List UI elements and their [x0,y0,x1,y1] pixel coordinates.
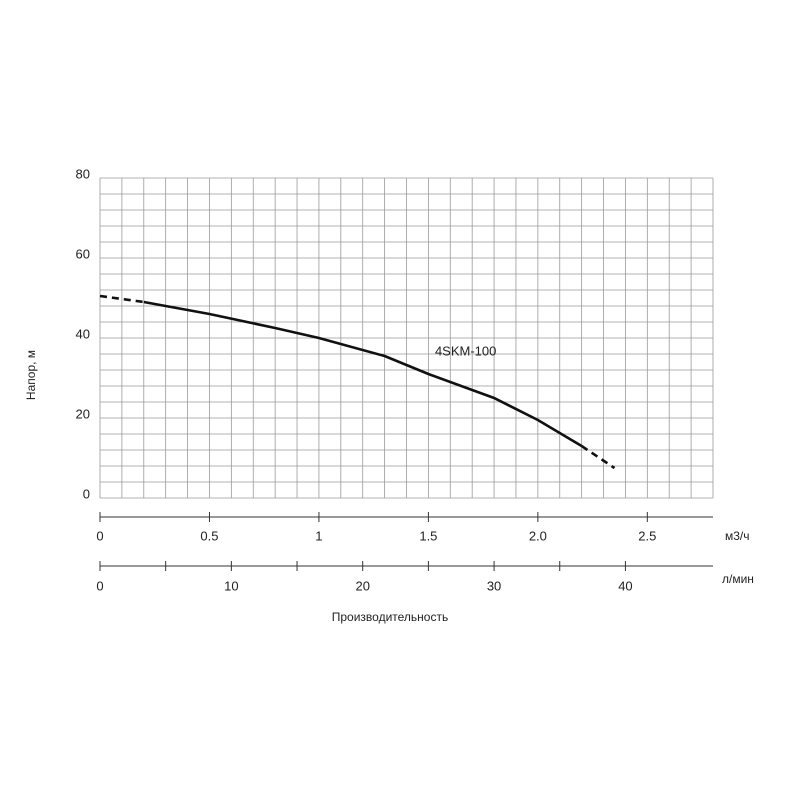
y-tick-label: 20 [76,406,90,421]
x-tick-label: 0.5 [200,528,218,543]
curve [580,444,616,470]
x-tick-label: 0 [96,528,103,543]
x2-tick-label: 20 [355,578,369,593]
x-tick-label: 2.0 [529,528,547,543]
y-tick-label: 80 [76,166,90,181]
y-tick-label: 0 [83,486,90,501]
x-tick-label: 1.5 [419,528,437,543]
x-tick-label: 2.5 [638,528,656,543]
x2-tick-label: 30 [487,578,501,593]
x2-tick-label: 0 [96,578,103,593]
x2-tick-label: 40 [618,578,632,593]
y-tick-label: 60 [76,246,90,261]
x2-tick-label: 10 [224,578,238,593]
y-tick-label: 40 [76,326,90,341]
x-unit: м3/ч [725,529,750,543]
curve-label: 4SKM-100 [435,343,496,358]
y-axis-label: Напор, м [24,350,38,400]
x2-unit: л/мин [722,572,754,586]
curve [99,294,144,304]
x-axis-label: Производительность [332,610,448,624]
curve [143,300,583,448]
x-tick-label: 1 [315,528,322,543]
